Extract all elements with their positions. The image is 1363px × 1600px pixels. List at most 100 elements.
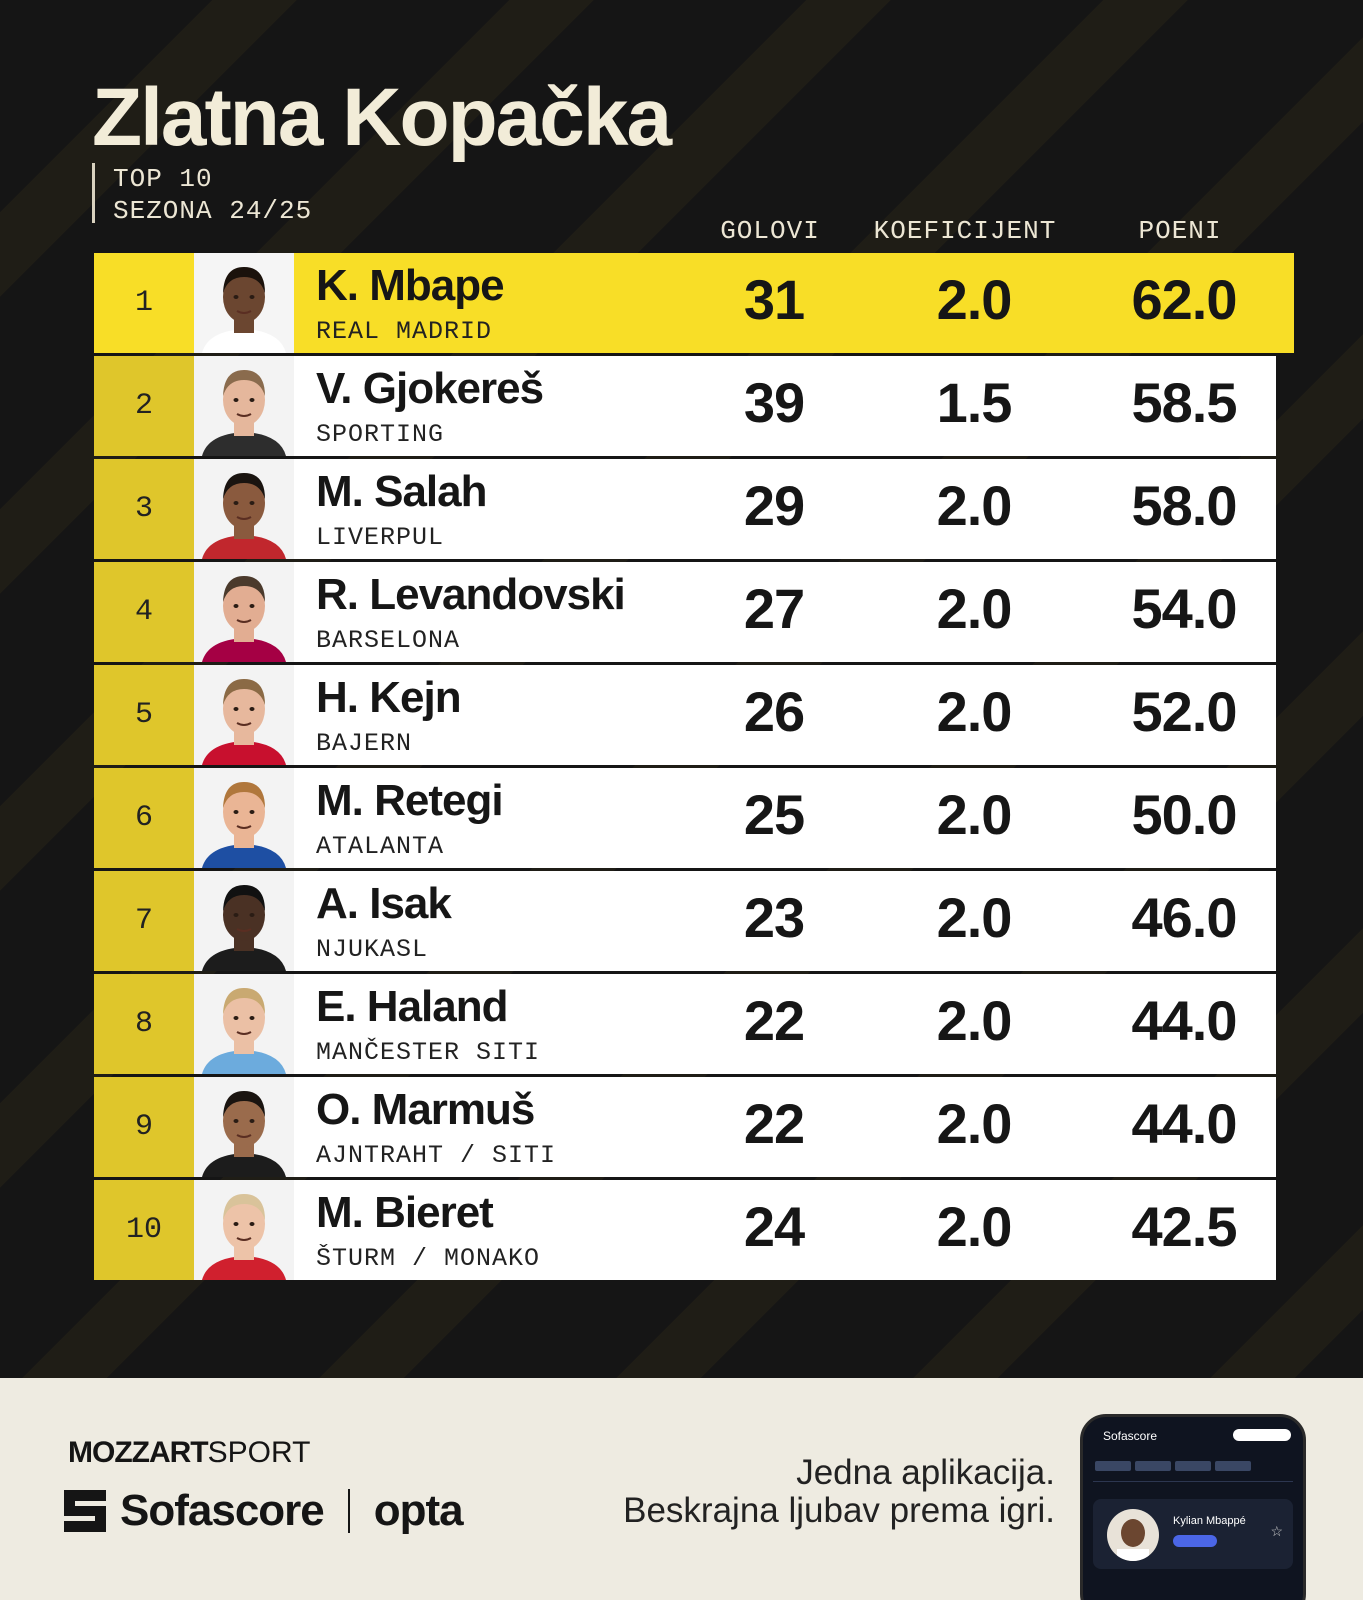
ranking-table: 1 K. Mbape REAL MADRID 31 2.0 62.0 2 V. … bbox=[94, 253, 1294, 1283]
partner-logos: Sofascore opta bbox=[64, 1486, 464, 1536]
table-row: 7 A. Isak NJUKASL 23 2.0 46.0 bbox=[94, 871, 1276, 971]
rank-cell: 8 bbox=[94, 974, 194, 1074]
goals-value: 27 bbox=[743, 577, 805, 640]
coefficient-value: 2.0 bbox=[936, 268, 1013, 331]
player-avatar bbox=[194, 665, 294, 765]
phone-sport-tabs bbox=[1093, 1451, 1293, 1482]
player-club: ATALANTA bbox=[316, 832, 445, 861]
player-photo bbox=[202, 473, 286, 559]
slogan-line-1: Jedna aplikacija. bbox=[796, 1453, 1055, 1492]
table-row: 5 H. Kejn BAJERN 26 2.0 52.0 bbox=[94, 665, 1276, 765]
player-club: BARSELONA bbox=[316, 626, 461, 655]
player-club: BAJERN bbox=[316, 729, 413, 758]
coefficient-value: 2.0 bbox=[936, 1195, 1013, 1258]
player-name: R. Levandovski bbox=[316, 570, 626, 619]
sofascore-icon bbox=[64, 1490, 106, 1532]
phone-app-name: Sofascore bbox=[1103, 1429, 1158, 1443]
player-name: V. Gjokereš bbox=[316, 364, 544, 413]
points-value: 42.5 bbox=[1131, 1195, 1238, 1258]
player-club: AJNTRAHT / SITI bbox=[316, 1141, 557, 1170]
player-avatar bbox=[194, 356, 294, 456]
coefficient-value: 2.0 bbox=[936, 680, 1013, 743]
points-value: 50.0 bbox=[1131, 783, 1238, 846]
goals-value: 29 bbox=[743, 474, 805, 537]
subtitle-top: TOP 10 bbox=[113, 164, 213, 194]
player-photo bbox=[202, 782, 286, 868]
phone-mockup: Sofascore Kylian Mbappé ☆ bbox=[1080, 1414, 1306, 1600]
player-photo bbox=[202, 267, 286, 353]
table-row: 4 R. Levandovski BARSELONA 27 2.0 54.0 bbox=[94, 562, 1276, 662]
subtitle-season: SEZONA 24/25 bbox=[113, 196, 313, 226]
player-name: E. Haland bbox=[316, 982, 508, 1031]
points-value: 52.0 bbox=[1131, 680, 1238, 743]
points-value: 58.0 bbox=[1131, 474, 1238, 537]
coefficient-value: 2.0 bbox=[936, 474, 1013, 537]
rank-cell: 5 bbox=[94, 665, 194, 765]
column-header-goals: GOLOVI bbox=[720, 216, 820, 246]
goals-value: 25 bbox=[743, 783, 805, 846]
page-title: Zlatna Kopačka bbox=[92, 72, 672, 163]
goals-value: 39 bbox=[743, 371, 805, 434]
rank-cell: 4 bbox=[94, 562, 194, 662]
player-avatar bbox=[194, 1180, 294, 1280]
player-photo bbox=[202, 370, 286, 456]
player-club: SPORTING bbox=[316, 420, 445, 449]
player-name: M. Bieret bbox=[316, 1188, 494, 1237]
points-value: 44.0 bbox=[1131, 989, 1238, 1052]
phone-compare-pill bbox=[1173, 1535, 1217, 1547]
phone-download-pill bbox=[1233, 1429, 1291, 1441]
rank-cell: 3 bbox=[94, 459, 194, 559]
player-club: REAL MADRID bbox=[316, 317, 493, 346]
column-header-coefficient: KOEFICIJENT bbox=[873, 216, 1057, 246]
table-row: 9 O. Marmuš AJNTRAHT / SITI 22 2.0 44.0 bbox=[94, 1077, 1276, 1177]
phone-player-avatar bbox=[1107, 1509, 1159, 1561]
player-photo bbox=[202, 679, 286, 765]
coefficient-value: 2.0 bbox=[936, 577, 1013, 640]
player-name: M. Retegi bbox=[316, 776, 504, 825]
coefficient-value: 2.0 bbox=[936, 886, 1013, 949]
player-name: O. Marmuš bbox=[316, 1085, 535, 1134]
rank-cell: 1 bbox=[94, 253, 194, 353]
player-photo bbox=[202, 1194, 286, 1280]
sofascore-logo-text: Sofascore bbox=[120, 1486, 325, 1535]
table-row: 3 M. Salah LIVERPUL 29 2.0 58.0 bbox=[94, 459, 1276, 559]
table-row: 2 V. Gjokereš SPORTING 39 1.5 58.5 bbox=[94, 356, 1276, 456]
rank-cell: 7 bbox=[94, 871, 194, 971]
points-value: 58.5 bbox=[1131, 371, 1238, 434]
mozzart-logo-bold: MOZZART bbox=[68, 1436, 209, 1469]
slogan: Jedna aplikacija. Beskrajna ljubav prema… bbox=[623, 1454, 1055, 1530]
player-club: MANČESTER SITI bbox=[316, 1038, 541, 1067]
player-avatar bbox=[194, 768, 294, 868]
player-avatar bbox=[194, 974, 294, 1074]
player-club: LIVERPUL bbox=[316, 523, 445, 552]
player-photo bbox=[202, 576, 286, 662]
column-header-points: POENI bbox=[1138, 216, 1222, 246]
rank-cell: 10 bbox=[94, 1180, 194, 1280]
player-photo bbox=[202, 885, 286, 971]
player-name: H. Kejn bbox=[316, 673, 462, 722]
points-value: 54.0 bbox=[1131, 577, 1238, 640]
player-photo bbox=[202, 1091, 286, 1177]
table-row: 10 M. Bieret ŠTURM / MONAKO 24 2.0 42.5 bbox=[94, 1180, 1276, 1280]
footer: MOZZARTSPORT Sofascore opta Jedna aplika… bbox=[0, 1378, 1363, 1600]
player-avatar bbox=[194, 1077, 294, 1177]
rank-cell: 9 bbox=[94, 1077, 194, 1177]
player-avatar bbox=[194, 253, 294, 353]
table-row: 8 E. Haland MANČESTER SITI 22 2.0 44.0 bbox=[94, 974, 1276, 1074]
player-name: M. Salah bbox=[316, 467, 487, 516]
mozzart-sport-logo: MOZZARTSPORT bbox=[68, 1436, 310, 1470]
player-club: ŠTURM / MONAKO bbox=[316, 1244, 541, 1273]
rank-cell: 2 bbox=[94, 356, 194, 456]
rank-cell: 6 bbox=[94, 768, 194, 868]
goals-value: 22 bbox=[743, 989, 805, 1052]
phone-player-card: Kylian Mbappé ☆ bbox=[1093, 1499, 1293, 1569]
coefficient-value: 2.0 bbox=[936, 1092, 1013, 1155]
coefficient-value: 2.0 bbox=[936, 989, 1013, 1052]
table-row: 6 M. Retegi ATALANTA 25 2.0 50.0 bbox=[94, 768, 1276, 868]
player-avatar bbox=[194, 871, 294, 971]
phone-player-name: Kylian Mbappé bbox=[1173, 1515, 1246, 1527]
goals-value: 22 bbox=[743, 1092, 805, 1155]
logo-divider bbox=[347, 1489, 350, 1533]
player-avatar bbox=[194, 459, 294, 559]
coefficient-value: 2.0 bbox=[936, 783, 1013, 846]
